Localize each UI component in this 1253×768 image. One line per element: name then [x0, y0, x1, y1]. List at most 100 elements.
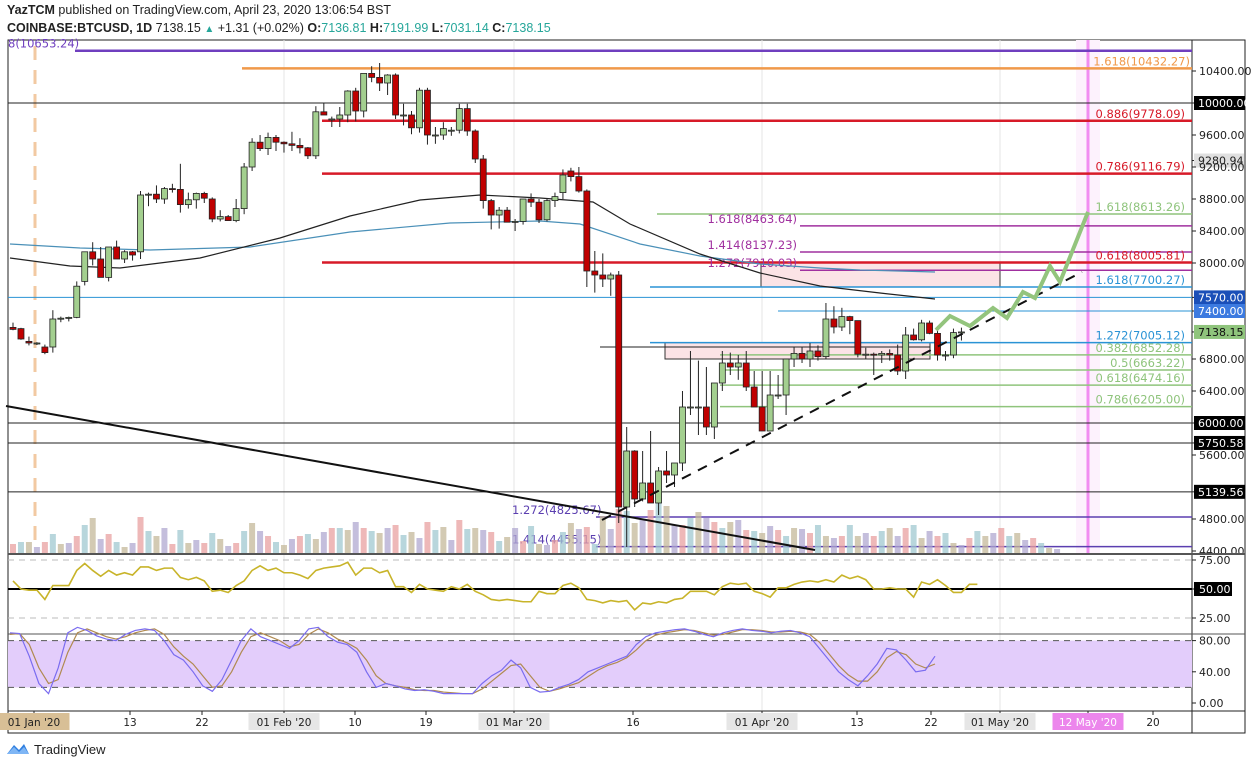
- volume-bar: [799, 529, 806, 553]
- symbol-name[interactable]: COINBASE:BTCUSD, 1D: [7, 21, 153, 35]
- volume-bar: [886, 528, 893, 553]
- fib-level-label: 1.414(8137.23): [708, 238, 797, 252]
- rsi-axis-label: 25.00: [1199, 612, 1231, 625]
- candle-body: [559, 174, 567, 194]
- candle-body: [679, 406, 686, 464]
- volume-bar: [846, 525, 853, 553]
- candle-body: [942, 354, 949, 357]
- volume-bar: [679, 525, 686, 553]
- candle-body: [958, 331, 965, 334]
- volume-bar: [982, 536, 989, 553]
- tradingview-logo-icon: [7, 744, 29, 754]
- volume-bar: [49, 534, 56, 553]
- volume-bar: [695, 512, 702, 553]
- candle-body: [535, 201, 543, 221]
- fib-level-label: 0.5(6663.22): [1110, 356, 1185, 370]
- volume-bar: [177, 530, 184, 553]
- volume-bar: [814, 525, 821, 553]
- candle-body: [360, 73, 368, 112]
- volume-bar: [878, 531, 885, 553]
- tradingview-branding[interactable]: TradingView: [6, 741, 106, 757]
- price-chart[interactable]: 8(10653.24) 1.618(10432.27) 0.886(9778.09)…: [0, 0, 1253, 740]
- time-axis-label: 01 Apr '20: [735, 717, 789, 729]
- time-axis-label: 13: [850, 717, 863, 729]
- price-change: +1.31 (+0.02%): [217, 21, 304, 35]
- candle-body: [782, 358, 790, 396]
- fib-level-label: 0.618(6474.16): [1096, 371, 1185, 385]
- candle-body: [121, 251, 128, 260]
- price-axis-label: 8400.00: [1199, 225, 1245, 238]
- volume-bar: [320, 532, 327, 553]
- candle-body: [902, 334, 910, 372]
- candle-body: [320, 111, 328, 116]
- volume-bar: [902, 528, 909, 553]
- candle-body: [551, 196, 559, 202]
- volume-bar: [456, 520, 463, 553]
- volume-bar: [1038, 543, 1045, 553]
- fib-level-label: 1.618(8463.64): [708, 212, 797, 226]
- candle-body: [671, 462, 678, 476]
- candle-body: [9, 326, 17, 330]
- candle-body: [575, 176, 583, 192]
- volume-bar: [615, 509, 622, 553]
- candle-body: [615, 274, 623, 508]
- candle-body: [846, 316, 854, 322]
- candle-body: [344, 90, 352, 116]
- volume-bar: [719, 528, 726, 553]
- volume-bar: [958, 545, 965, 553]
- stoch-axis-label: 40.00: [1199, 666, 1231, 679]
- high-value: 7191.99: [383, 21, 429, 35]
- volume-bar: [273, 542, 280, 553]
- fib-level-label: 0.618(8005.81): [1096, 249, 1185, 263]
- close-value: 7138.15: [505, 21, 551, 35]
- volume-bar: [751, 531, 758, 553]
- open-value: 7136.81: [321, 21, 367, 35]
- candle-body: [455, 108, 463, 131]
- candle-body: [862, 353, 870, 356]
- candle-body: [248, 141, 256, 168]
- published-text: published on TradingView.com, April 23, …: [58, 3, 392, 17]
- candle-body: [710, 382, 718, 428]
- candle-body: [161, 188, 168, 200]
- candle-body: [216, 216, 224, 220]
- author[interactable]: YazTCM: [7, 3, 55, 17]
- price-axis-label: 7570.00: [1198, 291, 1244, 304]
- volume-bar: [169, 544, 176, 553]
- volume-bar: [1030, 538, 1037, 553]
- candle-body: [806, 350, 814, 360]
- volume-bar: [65, 543, 72, 553]
- rsi-axis-label: 50.00: [1199, 583, 1231, 596]
- supply-zone: [664, 342, 931, 360]
- volume-bar: [17, 542, 24, 553]
- candle-body: [89, 251, 97, 260]
- candle-body: [687, 406, 694, 409]
- candle-body: [105, 246, 113, 278]
- candle-body: [463, 108, 471, 132]
- time-axis-label: 01 Feb '20: [257, 717, 312, 729]
- volume-bar: [408, 532, 415, 553]
- candle-body: [65, 316, 73, 319]
- candle-body: [264, 136, 272, 149]
- volume-bar: [1022, 540, 1029, 553]
- volume-bar: [854, 536, 861, 553]
- price-axis-label: 8800.00: [1199, 193, 1245, 206]
- volume-bar: [296, 536, 303, 553]
- moving-average-line: [9, 220, 936, 273]
- candle-body: [663, 470, 670, 476]
- volume-bar: [304, 534, 311, 553]
- low-label: L:: [431, 21, 444, 35]
- candle-body: [878, 352, 886, 356]
- volume-bar: [894, 536, 901, 553]
- fib-level-label: 1.272(4825.67): [512, 503, 601, 517]
- volume-bar: [121, 547, 128, 553]
- candle-body: [734, 362, 742, 368]
- price-axis-label: 5139.56: [1198, 486, 1244, 499]
- candle-body: [479, 158, 487, 201]
- candle-body: [623, 450, 631, 508]
- candle-body: [886, 352, 894, 356]
- last-price: 7138.15: [155, 21, 201, 35]
- time-axis-label: 01 May '20: [971, 717, 1029, 729]
- volume-bar: [113, 542, 120, 553]
- volume-bar: [145, 531, 152, 553]
- candle-body: [631, 450, 639, 500]
